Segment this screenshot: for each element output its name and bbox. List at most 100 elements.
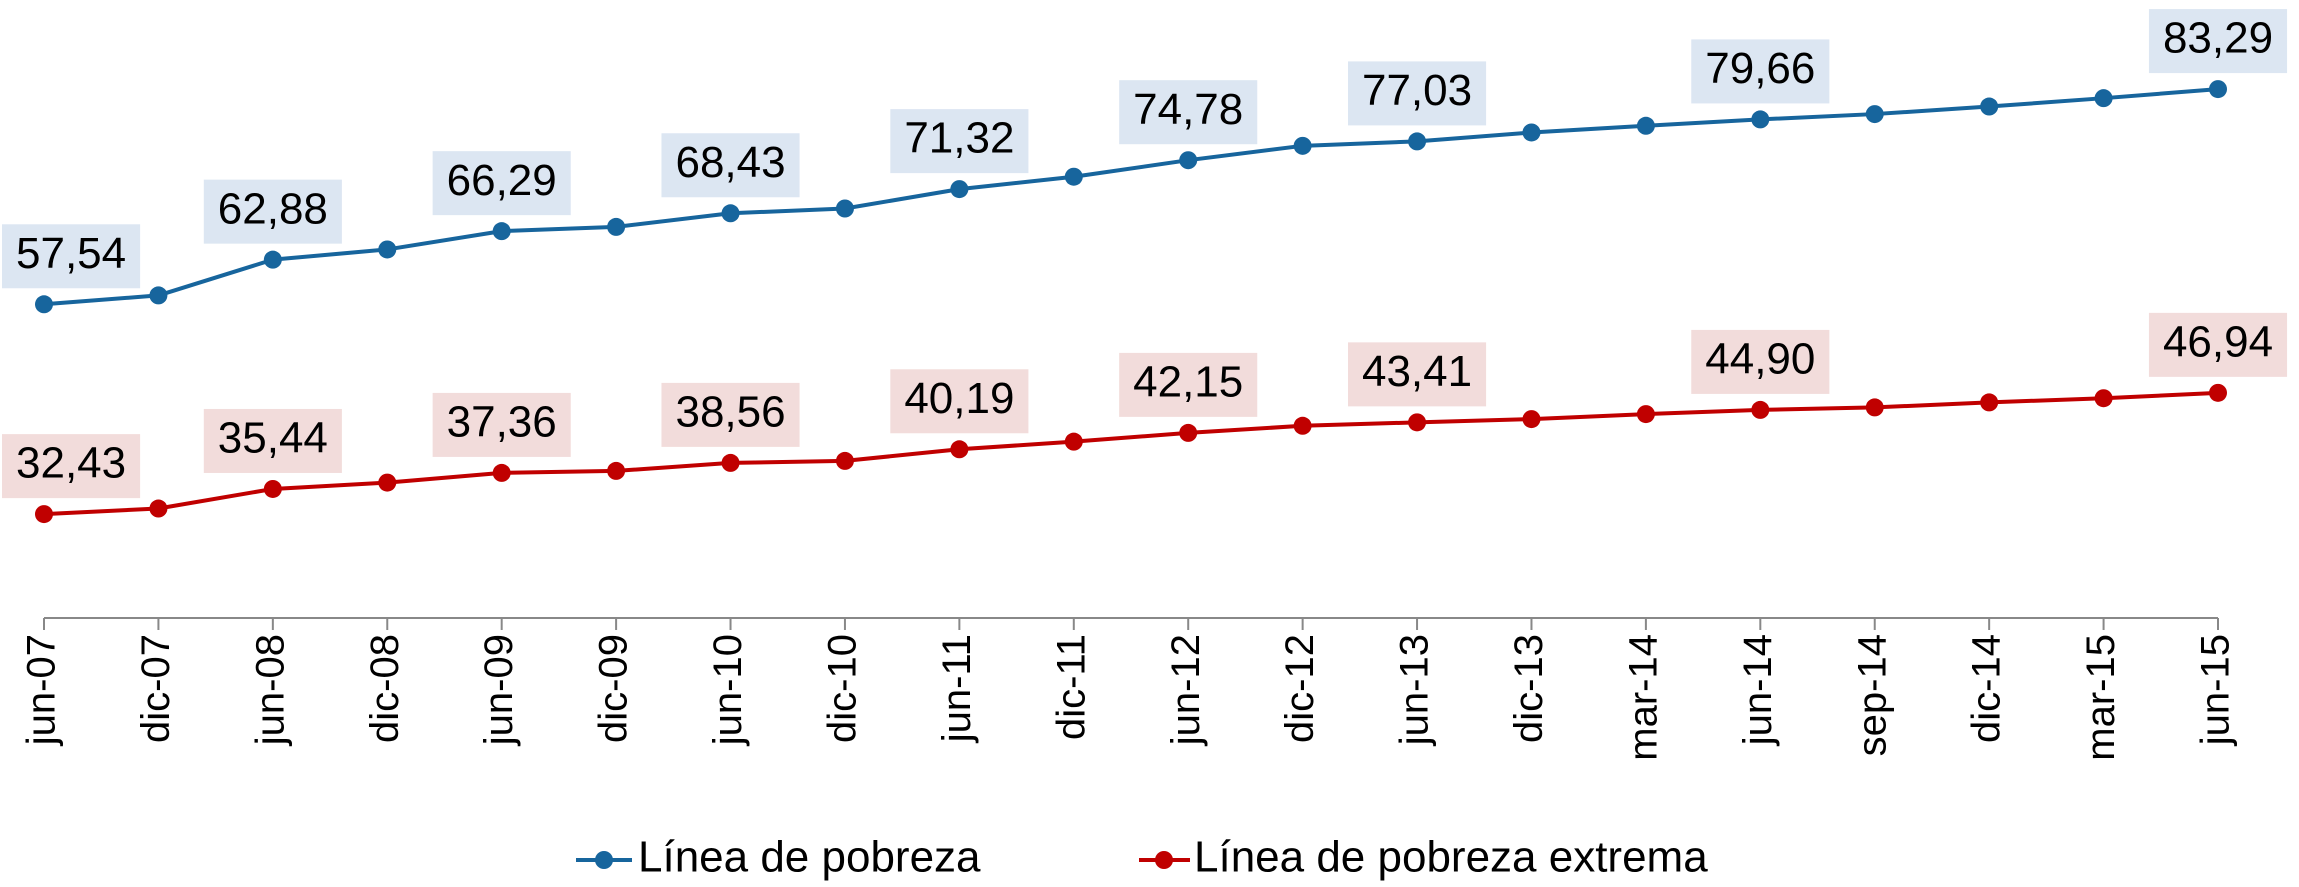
data-point (149, 499, 168, 518)
data-point (1293, 416, 1312, 435)
data-point (835, 451, 854, 470)
data-point (2094, 89, 2113, 108)
data-point (35, 505, 53, 524)
data-point (492, 222, 511, 241)
data-point (1408, 413, 1427, 432)
data-point (2094, 389, 2113, 408)
data-label: 77,03 (1362, 66, 1472, 115)
data-point (1865, 398, 1884, 417)
series: 32,43 35,44 37,36 38,56 40,19 42,15 43,41 44,90… (2, 312, 2288, 524)
data-point (1179, 151, 1198, 170)
x-tick-label: jun-14 (1736, 634, 1780, 746)
data-point (378, 473, 397, 492)
series-line (43, 87, 2219, 307)
data-point (1980, 97, 1999, 116)
data-label-bg (1691, 39, 1830, 104)
data-label: 44,90 (1705, 335, 1815, 384)
x-tick-label: dic-13 (1507, 634, 1551, 743)
x-tick-label: jun-10 (706, 634, 750, 746)
x-tick-label: jun-07 (20, 634, 64, 746)
x-tick-label: jun-11 (935, 634, 979, 743)
x-tick-label: dic-14 (1965, 634, 2009, 743)
data-label-bg (2148, 9, 2288, 74)
data-point (1751, 110, 1770, 129)
x-tick-label: jun-08 (248, 634, 292, 746)
data-label: 79,66 (1705, 44, 1815, 93)
data-label-bg (1119, 80, 1258, 145)
data-point (607, 217, 626, 236)
data-label: 43,41 (1362, 347, 1472, 396)
data-label: 62,88 (218, 184, 328, 233)
data-point (263, 479, 282, 498)
data-label: 35,44 (218, 414, 328, 463)
data-label: 42,15 (1133, 358, 1243, 407)
series: 57,54 62,88 66,29 68,43 71,32 74,78 77,03 79,66… (2, 9, 2288, 314)
x-tick-label: dic-10 (821, 634, 865, 743)
data-label: 46,94 (2163, 317, 2273, 366)
data-label-bg (661, 133, 800, 198)
legend-label: Línea de pobreza extrema (1194, 833, 1708, 882)
data-label: 68,43 (675, 138, 785, 187)
data-label: 74,78 (1133, 85, 1243, 134)
data-label: 83,29 (2163, 14, 2273, 63)
legend-label: Línea de pobreza (638, 833, 981, 882)
data-point (607, 461, 626, 480)
data-point (2209, 80, 2227, 99)
data-label-bg (890, 109, 1029, 174)
data-label-bg (1691, 329, 1830, 394)
data-label: 37,36 (447, 398, 557, 447)
data-label: 32,43 (16, 439, 126, 488)
data-label-bg (1347, 342, 1487, 407)
data-point (1293, 136, 1312, 155)
legend: Línea de pobreza Línea de pobreza extrem… (576, 833, 1708, 882)
x-tick-label: dic-09 (592, 634, 636, 743)
data-label-bg (203, 179, 342, 244)
data-point (1064, 167, 1083, 186)
data-label-bg (2148, 312, 2288, 377)
data-point (1522, 123, 1541, 142)
x-tick-label: jun-12 (1164, 634, 1208, 746)
data-point (1865, 105, 1884, 124)
data-point (950, 180, 969, 199)
x-tick-label: sep-14 (1850, 634, 1894, 756)
data-point (149, 286, 168, 305)
data-point (378, 240, 397, 259)
data-label-bg (203, 408, 342, 473)
x-tick-label: jun-09 (477, 634, 521, 746)
data-point (721, 204, 740, 223)
data-point (1179, 423, 1198, 442)
data-label-bg (890, 369, 1029, 434)
data-label: 57,54 (16, 229, 126, 278)
x-tick-label: dic-08 (363, 634, 407, 743)
data-label-bg (661, 382, 800, 447)
data-label-bg (1347, 61, 1487, 126)
data-label-bg (2, 224, 141, 289)
data-point (1636, 405, 1655, 424)
data-point (950, 440, 969, 459)
data-label: 38,56 (675, 388, 785, 437)
x-tick-label: dic-11 (1049, 634, 1093, 740)
data-point (1980, 393, 1999, 412)
data-point (835, 199, 854, 218)
x-tick-label: jun-15 (2194, 634, 2238, 746)
data-point (492, 463, 511, 482)
data-label-bg (2, 434, 141, 499)
data-point (1751, 400, 1770, 419)
data-point (1636, 116, 1655, 135)
data-point (721, 453, 740, 472)
data-label: 66,29 (447, 156, 557, 205)
legend-marker (595, 851, 613, 869)
data-label: 40,19 (904, 374, 1014, 423)
x-tick-label: mar-15 (2079, 634, 2123, 761)
data-point (35, 295, 53, 314)
data-label-bg (1119, 352, 1258, 417)
x-tick-label: jun-13 (1393, 634, 1437, 746)
series-line (43, 390, 2219, 517)
data-point (1064, 432, 1083, 451)
legend-marker (1155, 851, 1173, 869)
x-tick-label: dic-12 (1278, 634, 1322, 743)
data-point (263, 250, 282, 269)
data-label-bg (432, 392, 571, 457)
data-label-bg (432, 151, 571, 216)
